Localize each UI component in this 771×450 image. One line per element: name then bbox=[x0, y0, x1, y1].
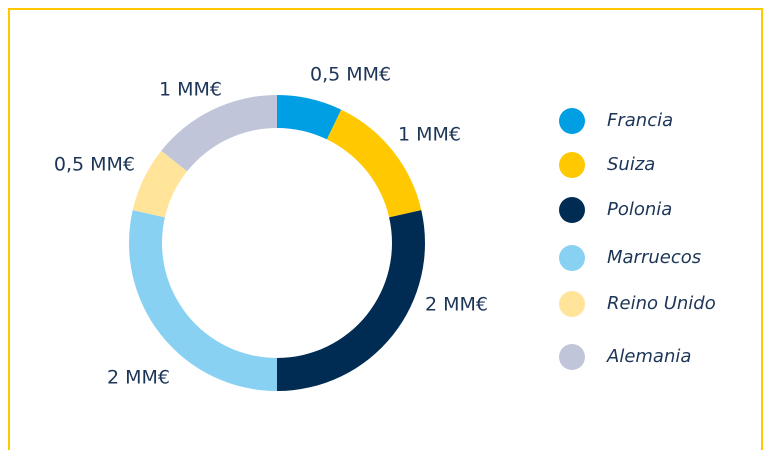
donut-segment bbox=[132, 150, 188, 218]
legend-label: Suiza bbox=[607, 154, 655, 175]
legend-swatch bbox=[559, 344, 585, 370]
legend-label: Alemania bbox=[606, 346, 691, 367]
data-label: 2 MM€ bbox=[425, 294, 488, 316]
legend-swatch bbox=[559, 152, 585, 178]
data-label: 1 MM€ bbox=[398, 124, 461, 146]
donut-segment bbox=[326, 109, 422, 218]
legend-label: Reino Unido bbox=[607, 293, 716, 314]
data-label: 0,5 MM€ bbox=[54, 154, 135, 176]
frame bbox=[8, 8, 763, 450]
donut-segment bbox=[277, 210, 425, 391]
legend-swatch bbox=[559, 197, 585, 223]
data-label: 2 MM€ bbox=[107, 367, 170, 389]
donut-segment bbox=[128, 210, 277, 391]
data-label: 0,5 MM€ bbox=[310, 64, 391, 86]
data-label: 1 MM€ bbox=[159, 79, 222, 101]
donut-segment bbox=[161, 95, 277, 172]
legend-label: Marruecos bbox=[607, 247, 701, 268]
legend-label: Francia bbox=[607, 110, 673, 131]
donut-segment bbox=[277, 95, 342, 140]
legend-swatch bbox=[559, 291, 585, 317]
legend-swatch bbox=[559, 245, 585, 271]
legend-swatch bbox=[559, 108, 585, 134]
legend-label: Polonia bbox=[607, 199, 672, 220]
